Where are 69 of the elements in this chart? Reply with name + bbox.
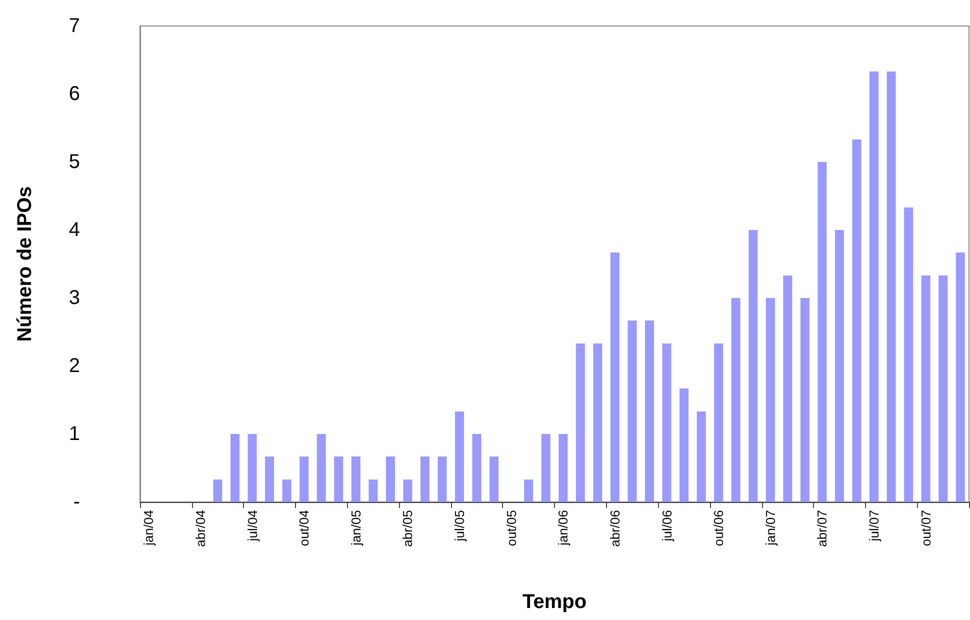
bar — [282, 480, 292, 502]
y-tick-label: 3 — [68, 287, 80, 309]
x-tick-label: jul/07 — [866, 510, 882, 542]
bar — [351, 456, 360, 502]
y-tick-label: - — [73, 491, 80, 513]
bar — [472, 434, 482, 502]
bar — [541, 434, 550, 502]
x-tick-label: jan/07 — [762, 510, 778, 546]
bar — [610, 252, 620, 502]
x-tick-label: jan/05 — [348, 510, 364, 546]
bar — [886, 72, 896, 502]
x-tick-label: abr/05 — [400, 510, 416, 547]
y-tick-label: 6 — [68, 83, 80, 105]
bar — [696, 412, 706, 502]
bar — [438, 456, 447, 502]
bar — [213, 480, 222, 502]
bar — [766, 298, 775, 502]
bar — [386, 456, 395, 502]
x-tick-label: out/05 — [504, 510, 519, 546]
bar — [420, 456, 430, 502]
bar — [731, 298, 740, 502]
y-tick-label: 7 — [68, 15, 80, 37]
y-axis-title: Número de IPOs — [14, 186, 36, 342]
bar — [248, 434, 257, 502]
bar — [524, 480, 534, 502]
x-tick-label: out/04 — [296, 510, 312, 546]
bar — [334, 456, 344, 502]
bar — [938, 276, 948, 502]
bar — [316, 434, 326, 502]
x-tick-label: jan/04 — [141, 510, 156, 546]
bar — [368, 480, 378, 502]
bar — [783, 276, 792, 502]
bar — [645, 320, 654, 502]
bar — [300, 456, 309, 502]
bar — [576, 344, 585, 502]
x-tick-label: jul/05 — [452, 510, 468, 542]
bar — [230, 434, 240, 502]
bar — [714, 344, 724, 502]
bar — [490, 456, 499, 502]
y-tick-label: 1 — [68, 423, 80, 445]
bar — [852, 140, 862, 502]
bar — [662, 344, 672, 502]
bar — [680, 388, 689, 502]
bar — [628, 320, 637, 502]
bar — [904, 208, 914, 502]
x-tick-label: jan/06 — [556, 510, 571, 546]
bar — [593, 344, 602, 502]
bar — [265, 456, 274, 502]
x-axis-title: Tempo — [522, 591, 587, 613]
bar — [921, 276, 930, 502]
x-tick-label: jul/04 — [244, 510, 260, 542]
bar — [818, 162, 827, 502]
x-tick-label: abr/04 — [192, 510, 208, 547]
bar — [870, 72, 878, 502]
bar — [455, 412, 464, 502]
x-tick-label: out/06 — [711, 510, 726, 546]
y-tick-label: 2 — [68, 355, 80, 377]
y-tick-label: 4 — [68, 219, 80, 241]
bar — [800, 298, 810, 502]
x-tick-label: abr/06 — [607, 510, 622, 547]
bar — [748, 230, 758, 502]
x-tick-label: jul/06 — [659, 510, 674, 542]
y-tick-label: 5 — [68, 151, 80, 173]
bar — [956, 252, 965, 502]
x-tick-label: abr/07 — [814, 510, 830, 547]
x-tick-label: out/07 — [918, 510, 934, 546]
bar — [558, 434, 568, 502]
bar — [403, 480, 412, 502]
bar — [834, 230, 844, 502]
